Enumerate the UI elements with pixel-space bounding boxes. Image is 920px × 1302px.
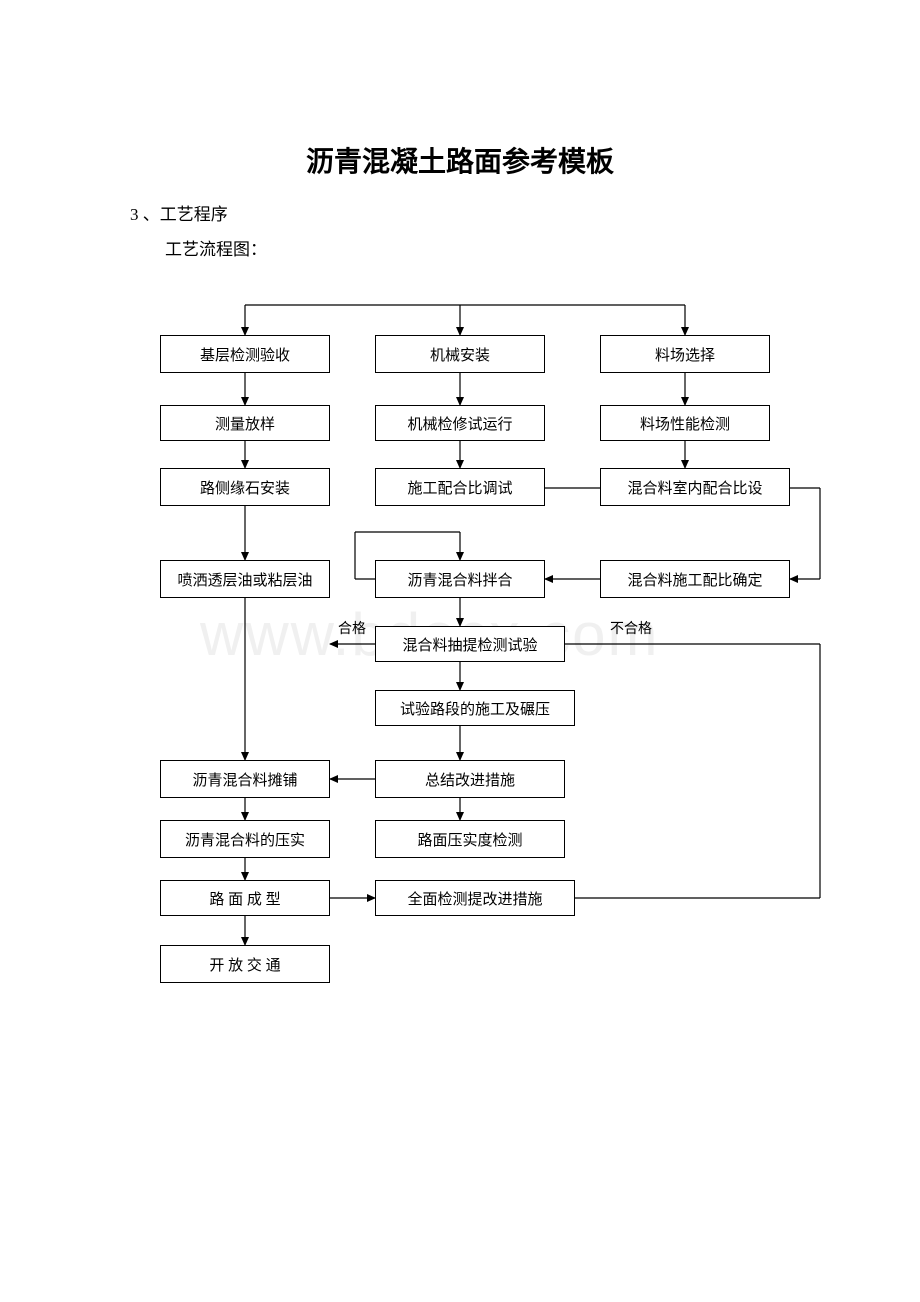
flow-node-c1: 料场选择 <box>600 335 770 373</box>
page-title: 沥青混凝土路面参考模板 <box>0 140 920 180</box>
flow-node-b9: 全面检测提改进措施 <box>375 880 575 916</box>
flow-node-c2: 料场性能检测 <box>600 405 770 441</box>
flow-node-b6: 试验路段的施工及碾压 <box>375 690 575 726</box>
flow-node-b7: 总结改进措施 <box>375 760 565 798</box>
flow-node-b3: 施工配合比调试 <box>375 468 545 506</box>
edge-label-0: 合格 <box>338 618 366 638</box>
flow-node-a3: 路侧缘石安装 <box>160 468 330 506</box>
flow-node-b1: 机械安装 <box>375 335 545 373</box>
edge-label-1: 不合格 <box>610 618 652 638</box>
flow-node-a4: 喷洒透层油或粘层油 <box>160 560 330 598</box>
flow-node-a5: 沥青混合料摊铺 <box>160 760 330 798</box>
process-flowchart: 基层检测验收测量放样路侧缘石安装喷洒透层油或粘层油沥青混合料摊铺沥青混合料的压实… <box>140 300 840 1000</box>
flow-node-b2: 机械检修试运行 <box>375 405 545 441</box>
flow-node-a8: 开 放 交 通 <box>160 945 330 983</box>
flow-node-b8: 路面压实度检测 <box>375 820 565 858</box>
flow-node-a1: 基层检测验收 <box>160 335 330 373</box>
flow-node-a2: 测量放样 <box>160 405 330 441</box>
section-number: 3 、工艺程序 <box>130 200 228 225</box>
flow-node-c4: 混合料施工配比确定 <box>600 560 790 598</box>
flow-node-b4: 沥青混合料拌合 <box>375 560 545 598</box>
page: www.bdocx.com 沥青混凝土路面参考模板 3 、工艺程序 工艺流程图：… <box>0 0 920 1302</box>
flow-node-a7: 路 面 成 型 <box>160 880 330 916</box>
flow-node-c3: 混合料室内配合比设 <box>600 468 790 506</box>
flow-node-b5: 混合料抽提检测试验 <box>375 626 565 662</box>
section-subtitle: 工艺流程图： <box>165 235 267 260</box>
flow-node-a6: 沥青混合料的压实 <box>160 820 330 858</box>
